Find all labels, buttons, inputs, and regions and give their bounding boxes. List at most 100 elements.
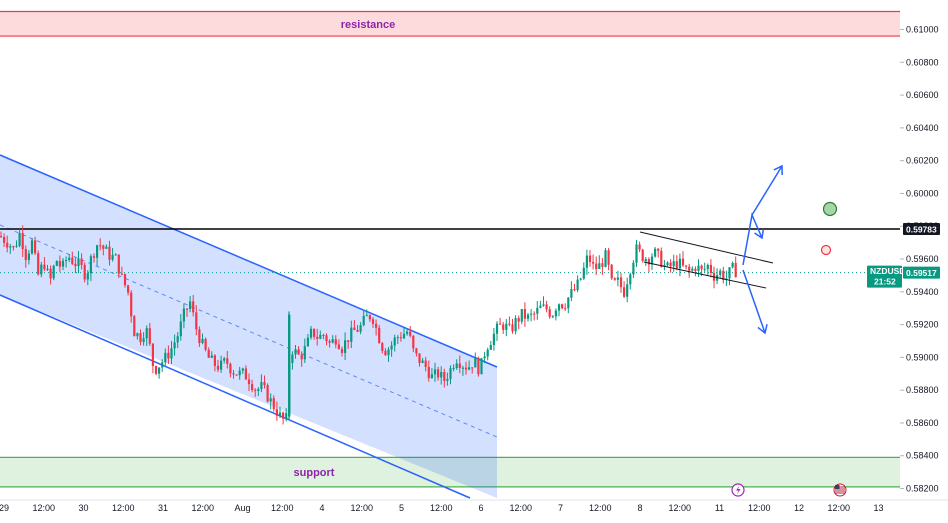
resistance-zone	[0, 11, 900, 37]
candle-body	[201, 338, 204, 344]
candle-body	[285, 413, 288, 419]
candle-body	[68, 257, 71, 260]
candle-body	[731, 262, 734, 268]
time-tick-label: 12:00	[191, 503, 214, 513]
candle-body	[102, 245, 105, 249]
candle-body	[588, 255, 592, 263]
candle-body	[244, 368, 247, 380]
candle-body	[263, 382, 266, 386]
candle-body	[71, 257, 74, 264]
candle-body	[185, 308, 189, 310]
candle-body	[502, 324, 505, 330]
candle-body	[0, 236, 3, 238]
candle-body	[213, 355, 216, 366]
candle-body	[709, 264, 712, 274]
candle-body	[176, 336, 179, 343]
candle-body	[347, 340, 350, 342]
candle-body	[598, 263, 601, 270]
time-tick-label: 12:00	[350, 503, 373, 513]
candle-body	[697, 265, 700, 271]
candle-body	[530, 313, 533, 315]
level-price-tag-text: 0.59783	[906, 225, 937, 235]
candle-body	[554, 310, 557, 317]
candle-body	[452, 367, 455, 369]
zones-layer: resistance support	[0, 10, 900, 488]
candle-body	[623, 287, 626, 297]
candle-body	[282, 412, 285, 419]
price-tick-label: 0.58400	[906, 451, 939, 461]
symbol-tag-text: NZDUSD	[870, 266, 905, 276]
candle-body	[313, 328, 316, 337]
resistance-label: resistance	[341, 19, 395, 31]
candle-body	[108, 246, 111, 260]
channel-lower-line	[0, 294, 471, 499]
candle-body	[6, 242, 9, 248]
candle-body	[393, 337, 396, 346]
candle-body	[195, 312, 198, 330]
time-tick-label: 13	[873, 503, 883, 513]
candle-body	[145, 328, 148, 339]
candle-body	[257, 389, 260, 391]
current-price-tag	[903, 266, 940, 279]
candle-body	[80, 258, 83, 265]
candle-body	[548, 309, 551, 317]
candle-body	[154, 366, 158, 374]
candle-body	[641, 249, 644, 262]
time-axis-background	[0, 500, 948, 523]
candle-body	[638, 244, 641, 250]
candle-body	[220, 360, 223, 370]
candle-body	[424, 360, 427, 367]
support-label: support	[294, 467, 335, 479]
lightning-icon-glyph	[736, 485, 741, 495]
candle-body	[573, 289, 576, 291]
time-tick-label: 12:00	[271, 503, 294, 513]
candle-body	[672, 261, 675, 267]
candle-body	[409, 331, 412, 336]
candle-body	[192, 301, 195, 313]
candle-body	[461, 367, 464, 369]
candle-body	[43, 264, 46, 270]
time-tick-label: 8	[637, 503, 642, 513]
candle-body	[579, 278, 582, 280]
candle-body	[96, 245, 99, 258]
price-tick-label: 0.60800	[906, 57, 939, 67]
candle-body	[418, 353, 421, 363]
candle-body	[89, 256, 92, 274]
candle-body	[127, 285, 130, 293]
candlestick-series	[0, 225, 737, 425]
candle-body	[260, 382, 263, 390]
support-zone	[0, 457, 900, 487]
candle-body	[30, 240, 34, 254]
candle-body	[471, 367, 474, 369]
time-tick-label: 12:00	[430, 503, 453, 513]
candle-body	[300, 354, 303, 360]
candle-body	[74, 263, 77, 267]
candle-body	[170, 348, 173, 359]
candle-body	[449, 368, 452, 380]
candle-body	[396, 337, 399, 339]
candle-body	[340, 348, 344, 353]
candle-body	[384, 350, 387, 356]
candle-body	[477, 357, 480, 375]
candle-body	[294, 349, 297, 355]
candle-body	[629, 274, 632, 285]
candle-body	[526, 314, 530, 319]
candle-body	[495, 323, 499, 334]
candle-body	[179, 321, 182, 337]
price-tick-label: 0.59200	[906, 320, 939, 330]
candle-body	[309, 328, 313, 338]
candle-body	[616, 277, 619, 280]
time-tick-label: 12:00	[32, 503, 55, 513]
time-tick-label: 12	[794, 503, 804, 513]
candle-body	[421, 360, 424, 363]
price-tick-label: 0.60600	[906, 90, 939, 100]
candle-body	[415, 348, 418, 354]
candle-body	[675, 261, 678, 269]
time-axis[interactable]: 29 12:00 30 12:00 31 12:00 Aug 12:00 4 12:00 5 12:0…	[0, 483, 948, 523]
price-axis[interactable]: 0.61000 0.60800 0.60600 0.60400 0.60200 0.600…	[900, 0, 948, 523]
candle-body	[402, 333, 406, 339]
countdown-text: 21:52	[874, 277, 896, 287]
flag-lower-line	[643, 261, 767, 289]
candle-body	[210, 355, 213, 358]
candle-body	[703, 269, 706, 271]
